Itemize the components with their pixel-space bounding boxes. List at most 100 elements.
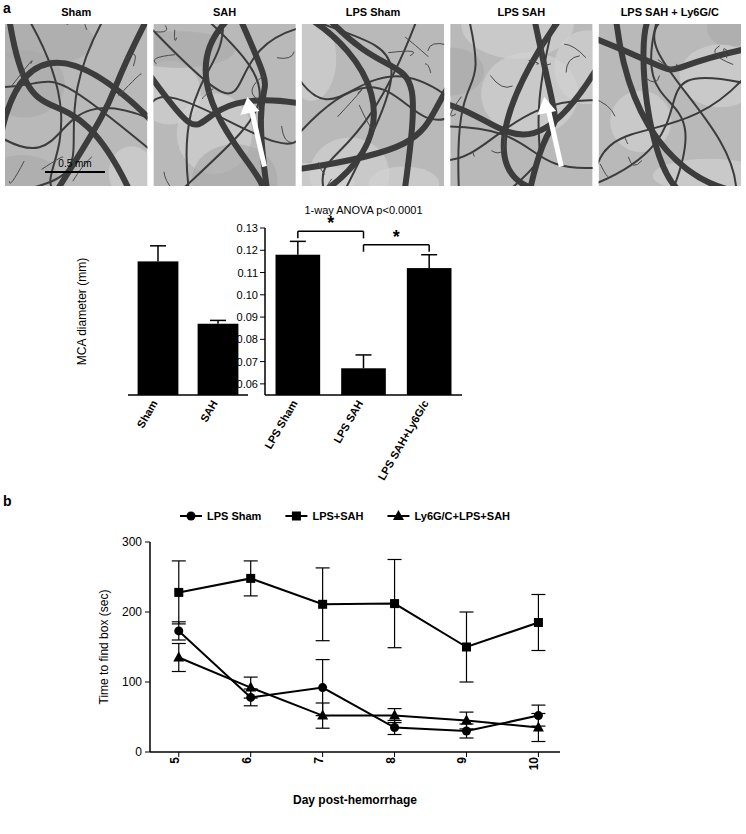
y-tick xyxy=(260,228,265,229)
image-texture xyxy=(707,24,741,47)
point xyxy=(246,574,255,583)
x-tick xyxy=(394,752,395,757)
point xyxy=(390,599,399,608)
error-bar xyxy=(172,622,186,640)
vessel xyxy=(5,108,147,148)
x-tick xyxy=(322,752,323,757)
error-bar xyxy=(531,595,545,651)
error-bar xyxy=(459,712,473,729)
capillary xyxy=(529,60,539,64)
y-tick xyxy=(260,339,265,340)
capillary xyxy=(44,24,68,25)
vessel xyxy=(302,76,444,99)
y-tick-label: 0 xyxy=(135,745,142,759)
point xyxy=(390,723,399,732)
error-bar xyxy=(459,612,473,682)
x-tick-label: LPS SAH+Ly6G/c xyxy=(375,398,431,482)
error-bar xyxy=(388,560,402,648)
y-axis-label: Time to find box (sec) xyxy=(97,590,111,705)
error-bar xyxy=(531,714,545,742)
capillary xyxy=(405,37,428,57)
x-axis xyxy=(128,394,248,396)
capillary xyxy=(319,162,325,174)
vessel xyxy=(458,24,475,186)
y-tick-label: 0.08 xyxy=(237,333,258,345)
capillary xyxy=(473,153,475,157)
x-axis xyxy=(150,751,560,753)
capillary xyxy=(625,138,628,144)
bar xyxy=(341,368,386,395)
y-tick-label: 0.11 xyxy=(237,267,258,279)
arrow-head xyxy=(537,97,556,115)
y-tick xyxy=(145,682,150,683)
capillary xyxy=(600,164,608,177)
point xyxy=(174,588,183,597)
capillary xyxy=(252,76,264,100)
x-tick-label: SAH xyxy=(198,398,220,424)
capillary xyxy=(202,89,213,99)
x-tick-label: Sham xyxy=(134,398,159,430)
capillary xyxy=(715,46,733,65)
vessel xyxy=(616,24,735,186)
capillary xyxy=(724,49,732,58)
x-tick xyxy=(178,752,179,757)
micrograph xyxy=(302,24,444,186)
point xyxy=(533,722,544,732)
image-label: SAH xyxy=(213,6,236,18)
micrograph xyxy=(5,24,147,186)
vessel xyxy=(309,24,391,186)
error-bar xyxy=(316,568,330,641)
x-tick xyxy=(538,752,539,757)
y-tick xyxy=(145,612,150,613)
x-tick xyxy=(466,752,467,757)
vessel xyxy=(450,100,592,160)
micrograph xyxy=(153,24,295,186)
capillary xyxy=(428,43,444,50)
point xyxy=(245,682,256,692)
capillary xyxy=(174,30,176,41)
plot-area xyxy=(172,560,546,742)
x-tick-label: 7 xyxy=(312,757,326,764)
y-axis xyxy=(264,228,266,395)
chart-title: 1-way ANOVA p<0.0001 xyxy=(304,204,422,216)
capillary xyxy=(359,105,375,129)
error-bar xyxy=(244,561,258,596)
legend-item: LPS Sham xyxy=(180,510,262,522)
bar xyxy=(276,255,321,395)
y-tick xyxy=(145,752,150,753)
capillary xyxy=(282,126,294,143)
x-tick-label: 6 xyxy=(240,757,254,764)
point xyxy=(318,683,327,692)
capillary xyxy=(11,61,32,87)
y-tick xyxy=(260,294,265,295)
x-tick-label: 9 xyxy=(455,757,469,764)
panel-label: b xyxy=(3,493,12,509)
capillary xyxy=(451,97,462,116)
error-bar xyxy=(388,709,402,723)
scale-bar-label: 0.5 mm xyxy=(58,158,91,169)
vessel xyxy=(29,24,62,186)
scale-bar xyxy=(45,171,105,173)
x-axis-label: Day post-hemorrhage xyxy=(293,793,417,807)
series-line xyxy=(179,631,539,731)
capillary xyxy=(83,24,87,30)
image-label: LPS SAH + Ly6G/C xyxy=(621,6,719,18)
series-line xyxy=(179,658,539,728)
significance-label: * xyxy=(393,227,400,247)
capillary xyxy=(599,98,615,116)
capillary xyxy=(658,59,677,68)
y-tick xyxy=(145,542,150,543)
x-axis xyxy=(265,394,462,396)
y-tick-label: 0.09 xyxy=(237,311,258,323)
image-label: Sham xyxy=(61,6,91,18)
point xyxy=(318,600,327,609)
image-label: LPS Sham xyxy=(346,6,401,18)
vessel xyxy=(153,97,295,144)
vessel xyxy=(654,24,736,186)
arrow-head xyxy=(240,97,259,115)
capillary xyxy=(491,134,504,152)
y-tick xyxy=(260,383,265,384)
capillary xyxy=(118,74,141,96)
bar xyxy=(138,261,179,395)
vessel xyxy=(57,24,147,186)
